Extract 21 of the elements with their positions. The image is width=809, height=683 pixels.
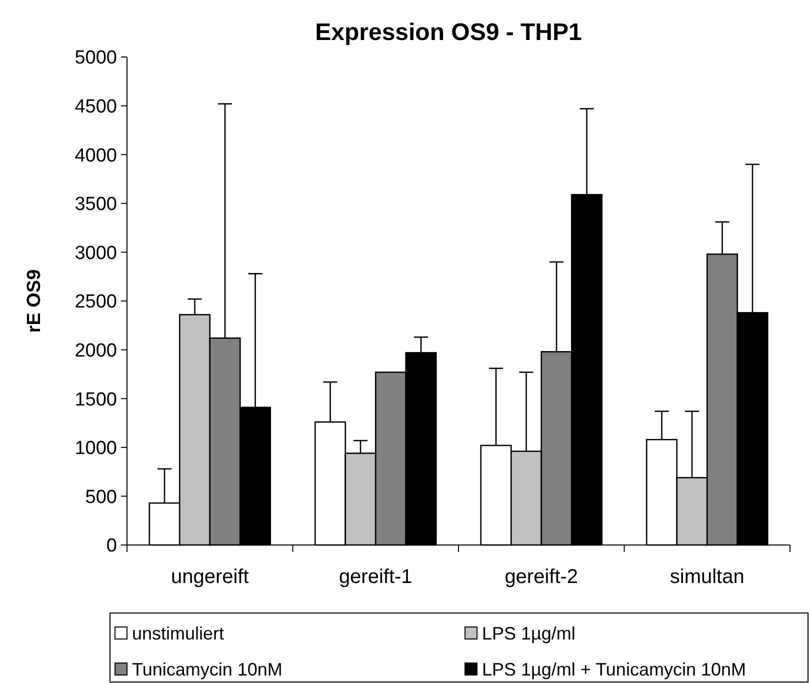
y-tick-label: 500 xyxy=(85,486,117,508)
y-tick-label: 2500 xyxy=(74,292,117,313)
y-tick-label: 2000 xyxy=(74,340,117,362)
legend-label: Tunicamycin 10nM xyxy=(132,659,282,680)
y-axis-title: rE OS9 xyxy=(24,269,45,333)
y-tick-label: 5000 xyxy=(74,48,117,69)
x-tick-label: simultan xyxy=(670,566,744,588)
y-tick-label: 1000 xyxy=(74,438,117,460)
y-tick-label: 0 xyxy=(106,536,117,557)
chart-title: Expression OS9 - THP1 xyxy=(315,19,582,46)
x-tick-label: gereift-1 xyxy=(338,566,412,588)
x-tick-label: gereift-2 xyxy=(504,566,578,588)
x-tick-label: ungereift xyxy=(170,566,250,588)
y-tick-label: 4000 xyxy=(74,145,117,166)
legend-label: LPS 1µg/ml xyxy=(482,623,576,644)
legend-label: unstimuliert xyxy=(132,623,224,644)
y-tick-label: 4500 xyxy=(74,96,117,118)
legend-label: LPS 1µg/ml + Tunicamycin 10nM xyxy=(482,659,746,680)
y-tick-label: 3500 xyxy=(74,194,117,216)
y-tick-label: 3000 xyxy=(74,242,117,264)
y-tick-label: 1500 xyxy=(74,389,117,410)
